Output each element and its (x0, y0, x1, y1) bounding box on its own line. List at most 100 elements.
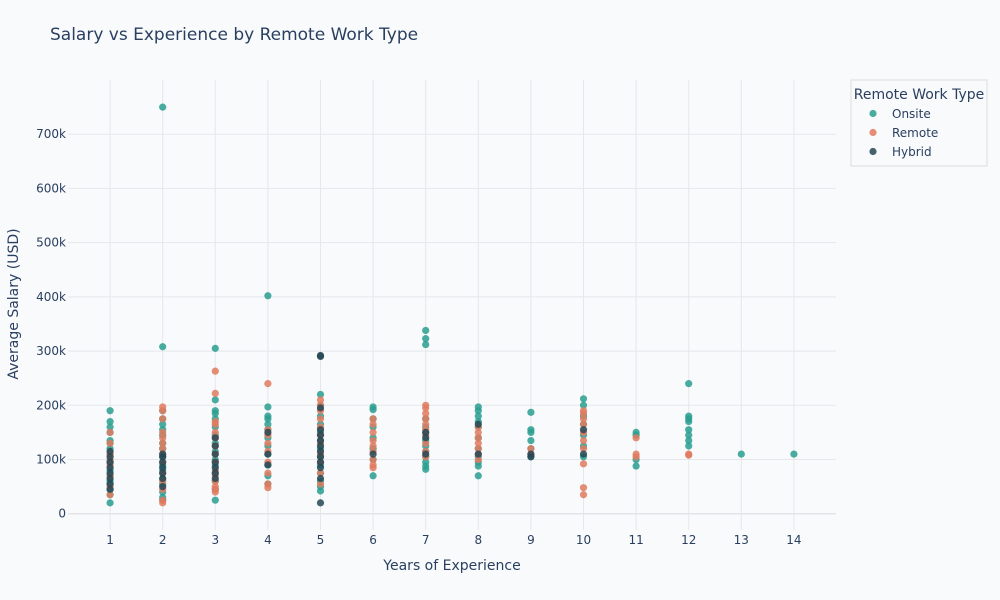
data-point-onsite (737, 450, 745, 458)
legend-label-onsite: Onsite (892, 107, 931, 121)
data-point-remote (264, 380, 272, 388)
data-point-remote (474, 455, 482, 464)
data-point-remote (316, 396, 325, 404)
data-point-hybrid (106, 464, 114, 472)
data-point-remote (211, 367, 219, 375)
data-point-remote (422, 409, 430, 418)
data-point-onsite (264, 412, 272, 420)
data-point-hybrid (106, 485, 114, 493)
data-point-onsite (211, 344, 219, 352)
legend-marker-onsite (869, 109, 877, 118)
y-tick-label: 200k (36, 398, 66, 412)
data-point-remote (685, 450, 693, 458)
data-point-onsite (159, 103, 167, 111)
x-tick-label: 12 (681, 533, 696, 547)
legend-marker-hybrid (869, 147, 877, 156)
data-point-remote (369, 442, 377, 450)
data-point-remote (369, 428, 377, 437)
data-point-hybrid (211, 442, 219, 450)
x-tick-label: 10 (576, 533, 591, 547)
data-point-hybrid (211, 450, 219, 458)
y-tick-label: 300k (36, 344, 66, 358)
data-point-hybrid (316, 426, 325, 434)
data-point-remote (579, 445, 588, 453)
data-point-hybrid (316, 464, 325, 472)
data-point-remote (211, 417, 219, 426)
data-point-onsite (316, 390, 325, 399)
data-point-hybrid (106, 474, 114, 483)
data-point-remote (106, 491, 114, 499)
plot-background (68, 80, 836, 530)
data-point-hybrid (159, 474, 167, 483)
data-point-onsite (527, 408, 535, 416)
data-point-hybrid (316, 351, 325, 360)
data-point-remote (316, 469, 325, 477)
data-point-remote (264, 480, 272, 488)
x-tick-label: 13 (734, 533, 749, 547)
data-point-onsite (369, 403, 377, 411)
y-tick-label: 400k (36, 290, 66, 304)
data-point-hybrid (579, 426, 588, 434)
data-point-remote (316, 415, 325, 423)
data-point-hybrid (316, 447, 325, 455)
data-point-remote (632, 450, 640, 458)
legend-title: Remote Work Type (854, 87, 985, 103)
data-point-onsite (685, 431, 693, 439)
data-point-remote (264, 439, 272, 447)
data-point-hybrid (106, 447, 114, 455)
data-point-onsite (474, 412, 482, 420)
data-point-hybrid (159, 450, 167, 458)
y-tick-label: 0 (58, 507, 66, 521)
y-tick-label: 100k (36, 453, 66, 467)
x-tick-label: 9 (527, 533, 535, 547)
data-point-hybrid (106, 469, 114, 477)
x-tick-label: 11 (628, 533, 643, 547)
data-point-remote (579, 420, 588, 428)
data-point-onsite (159, 343, 167, 351)
data-point-hybrid (264, 428, 272, 437)
data-point-onsite (790, 450, 798, 458)
data-point-remote (106, 439, 114, 447)
data-point-hybrid (106, 453, 114, 461)
data-point-hybrid (211, 464, 219, 472)
data-point-hybrid (316, 404, 325, 412)
data-point-hybrid (159, 469, 167, 477)
data-point-remote (474, 439, 482, 447)
data-point-remote (579, 407, 588, 415)
x-axis-title: Years of Experience (382, 558, 520, 574)
data-point-remote (579, 415, 588, 423)
legend-marker-remote (869, 128, 877, 137)
data-point-remote (527, 445, 535, 453)
data-point-remote (159, 428, 167, 437)
y-tick-label: 500k (36, 236, 66, 250)
data-point-remote (264, 469, 272, 477)
data-point-hybrid (316, 453, 325, 461)
x-tick-label: 6 (369, 533, 377, 547)
data-point-onsite (527, 426, 535, 434)
x-tick-label: 7 (422, 533, 430, 547)
y-axis-title: Average Salary (USD) (6, 228, 22, 379)
data-point-onsite (264, 292, 272, 300)
x-tick-label: 5 (317, 533, 325, 547)
legend-label-hybrid: Hybrid (892, 145, 932, 159)
x-tick-label: 1 (106, 533, 114, 547)
data-point-onsite (106, 423, 114, 431)
data-point-hybrid (159, 464, 167, 472)
data-point-onsite (106, 417, 114, 426)
data-point-hybrid (211, 469, 219, 477)
data-point-remote (422, 401, 430, 409)
data-point-hybrid (159, 483, 167, 491)
data-point-onsite (685, 442, 693, 450)
data-point-hybrid (316, 499, 325, 507)
data-point-remote (211, 428, 219, 437)
data-point-hybrid (422, 450, 430, 458)
data-point-onsite (579, 395, 588, 403)
legend-label-remote: Remote (892, 126, 938, 140)
data-point-onsite (159, 420, 167, 428)
y-tick-label: 700k (36, 127, 66, 141)
x-tick-labels: 1 2 3 4 5 6 7 8 9 10 11 12 13 14 (106, 533, 801, 547)
data-point-hybrid (474, 450, 482, 458)
data-point-remote (159, 434, 167, 442)
data-point-onsite (685, 412, 693, 420)
data-point-hybrid (316, 436, 325, 445)
